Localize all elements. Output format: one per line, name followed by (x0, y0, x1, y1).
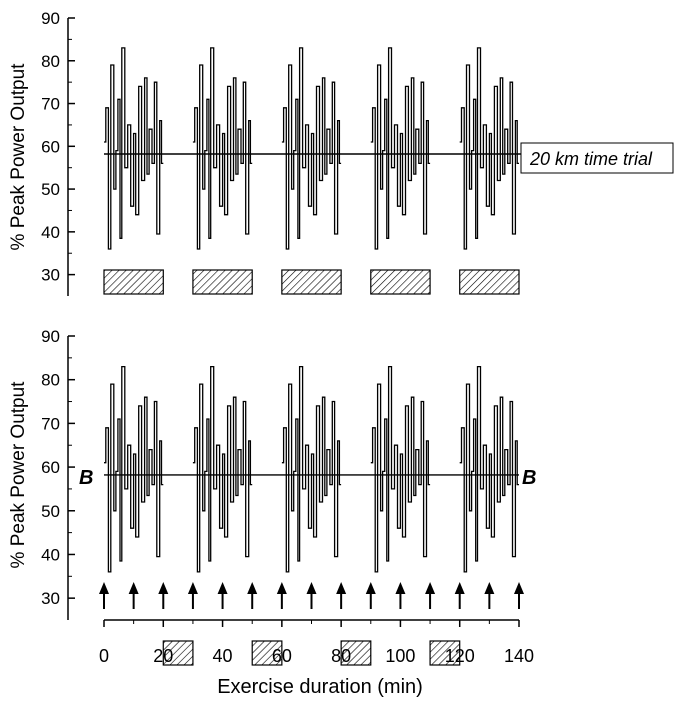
hatched-block (340, 640, 372, 666)
x-tick-label: 100 (385, 646, 415, 666)
y-tick-label: 80 (41, 371, 60, 390)
arrow-head (187, 582, 198, 594)
y-tick-label: 80 (41, 52, 60, 71)
arrow (306, 582, 317, 609)
hatched-block (429, 640, 461, 666)
arrow-head (99, 582, 109, 594)
hatched-block (192, 269, 253, 295)
y-tick-label: 60 (41, 458, 60, 477)
top-y-ticks: 30 40 50 60 70 80 90 (41, 9, 75, 285)
y-tick-label: 60 (41, 137, 60, 156)
hatched-block (281, 269, 342, 295)
bottom-ref-label-left: B (79, 467, 93, 489)
arrow-head (128, 582, 139, 594)
x-tick-label: 40 (213, 646, 233, 666)
bottom-series (104, 365, 519, 573)
top-series (104, 47, 519, 250)
series-line (104, 365, 519, 573)
y-tick-label: 70 (41, 414, 60, 433)
y-tick-label: 90 (41, 9, 60, 28)
x-tick-label: 0 (99, 646, 109, 666)
y-tick-label: 30 (41, 589, 60, 608)
x-tick-label: 140 (504, 646, 534, 666)
hatched-block (103, 269, 164, 295)
arrow-head (247, 582, 258, 594)
y-tick-label: 40 (41, 223, 60, 242)
arrow (425, 582, 436, 609)
hatched-block (162, 640, 194, 666)
y-tick-label: 70 (41, 95, 60, 114)
arrow-head (158, 582, 169, 594)
top-y-axis-label: % Peak Power Output (8, 63, 29, 251)
y-tick-label: 90 (41, 327, 60, 346)
top-ref-callout: 20 km time trial (520, 142, 674, 174)
arrow (128, 582, 139, 609)
arrow-head (484, 582, 495, 594)
arrow (187, 582, 198, 609)
arrow-head (514, 582, 524, 594)
top-ref-label: 20 km time trial (529, 149, 653, 169)
arrow-head (276, 582, 287, 594)
series-line (104, 47, 519, 250)
top-panel: 30 40 50 60 70 80 90 % Peak Power Output 20 km… (8, 9, 674, 296)
arrow (158, 582, 169, 609)
hatched-block (370, 269, 431, 295)
arrow (514, 582, 524, 609)
x-axis-label: Exercise duration (min) (217, 676, 423, 698)
arrow-head (365, 582, 376, 594)
arrow (336, 582, 347, 609)
arrow-head (336, 582, 347, 594)
arrow-head (217, 582, 228, 594)
arrow (247, 582, 258, 609)
y-tick-label: 50 (41, 502, 60, 521)
y-tick-label: 40 (41, 545, 60, 564)
bottom-ref-label-right: B (522, 467, 536, 489)
arrow-head (306, 582, 317, 594)
arrow (395, 582, 406, 609)
bottom-y-axis-label: % Peak Power Output (8, 381, 29, 569)
arrow (484, 582, 495, 609)
arrow (454, 582, 465, 609)
bottom-hatched-blocks (162, 640, 461, 666)
arrow (365, 582, 376, 609)
y-tick-label: 30 (41, 266, 60, 285)
arrow (99, 582, 109, 609)
hatched-block (251, 640, 283, 666)
y-tick-label: 50 (41, 180, 60, 199)
arrow-head (454, 582, 465, 594)
arrows (99, 582, 524, 609)
arrow (217, 582, 228, 609)
arrow (276, 582, 287, 609)
arrow-head (425, 582, 436, 594)
arrow-head (395, 582, 406, 594)
hatched-block (459, 269, 520, 295)
top-hatched-blocks (103, 269, 520, 295)
bottom-y-ticks: 30 40 50 60 70 80 90 (41, 327, 75, 608)
